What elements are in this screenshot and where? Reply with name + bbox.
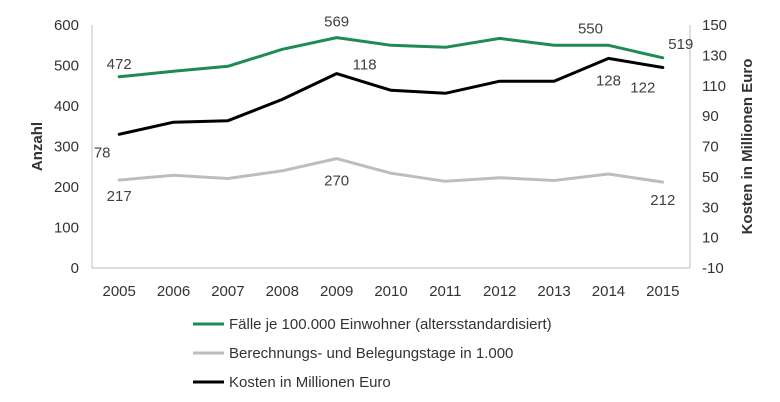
left-axis-title: Anzahl [29,122,46,171]
x-tick-label: 2008 [266,283,299,300]
left-tick-label: 200 [54,179,79,196]
legend-label: Kosten in Millionen Euro [229,374,391,391]
data-label: 118 [353,57,377,74]
left-y-axis: 0 100 200 300 400 500 600 [54,17,79,277]
x-tick-label: 2012 [483,283,516,300]
right-tick-label: 30 [702,199,719,216]
data-label: 212 [650,192,675,209]
data-label: 472 [107,56,132,73]
right-y-axis: -10 10 30 50 70 90 110 130 150 [702,17,727,277]
x-tick-label: 2006 [157,283,190,300]
x-tick-label: 2015 [646,283,679,300]
right-tick-label: 90 [702,108,719,125]
data-label: 270 [324,173,349,190]
data-label: 78 [94,144,111,161]
data-label: 122 [630,80,655,97]
left-tick-label: 300 [54,139,79,156]
x-tick-label: 2013 [537,283,570,300]
x-tick-label: 2011 [429,283,461,300]
right-tick-label: -10 [702,260,724,277]
left-tick-label: 0 [71,260,79,277]
data-label: 569 [324,14,349,31]
left-tick-label: 600 [54,17,79,34]
right-tick-label: 50 [702,169,719,186]
x-tick-label: 2014 [592,283,625,300]
legend: Fälle je 100.000 Einwohner (altersstanda… [193,316,552,391]
series-line [117,56,665,136]
series-lines [117,36,665,184]
right-axis-title: Kosten in Millionen Euro [739,59,756,235]
left-tick-label: 100 [54,220,79,237]
data-label: 128 [596,72,621,89]
left-tick-label: 500 [54,58,79,75]
right-tick-label: 130 [702,47,727,64]
right-tick-label: 110 [702,78,726,95]
right-tick-label: 70 [702,139,719,156]
plot-frame [91,25,691,269]
left-tick-label: 400 [54,98,79,115]
data-label: 550 [578,20,603,37]
x-tick-label: 2010 [374,283,407,300]
legend-label: Fälle je 100.000 Einwohner (altersstanda… [229,316,552,333]
x-tick-label: 2007 [211,283,244,300]
data-label: 217 [107,188,132,205]
legend-label: Berechnungs- und Belegungstage in 1.000 [229,345,513,362]
series-line [117,36,665,79]
data-labels: 472 569 550 519 217 270 212 78 118 128 122 [94,14,693,210]
right-tick-label: 10 [702,230,719,247]
right-tick-label: 150 [702,17,727,34]
x-tick-label: 2005 [102,283,135,300]
series-line [117,157,665,184]
data-label: 519 [668,36,693,53]
x-axis: 2005 2006 2007 2008 2009 2010 2011 2012 2013 2014… [102,283,679,300]
x-tick-label: 2009 [320,283,353,300]
